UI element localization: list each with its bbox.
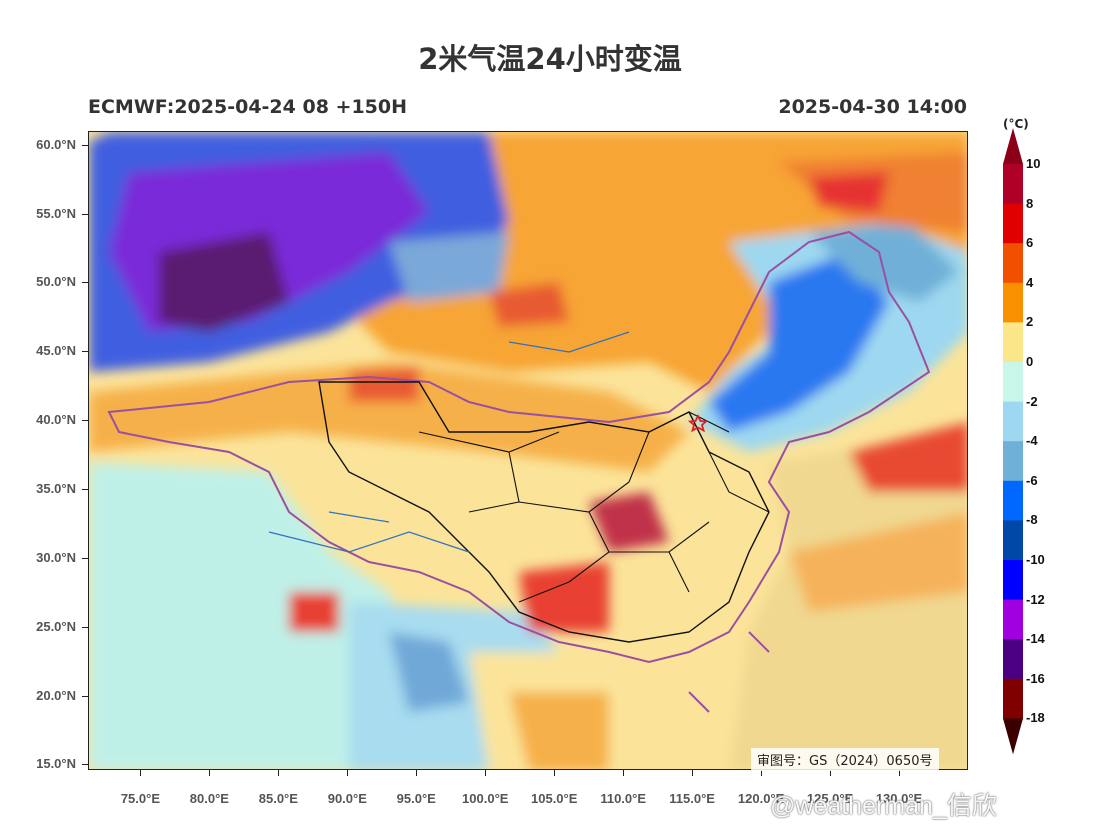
colorbar-unit: (°C) [1003,117,1029,131]
lat-tick-mark [82,557,88,559]
colorbar-segment [1003,282,1023,323]
lon-tick-label: 120.0°E [737,791,785,806]
temperature-field [89,132,967,769]
boundary-lines [107,230,931,713]
lon-tick-label: 110.0°E [600,791,647,806]
colorbar-tick-label: -6 [1026,472,1038,488]
colorbar-tick-label: -8 [1026,512,1038,528]
watermark: @weatherman_信欣 [770,792,997,820]
lat-tick-label: 20.0°N [36,687,76,703]
lon-tick-label: 90.0°E [327,791,367,806]
colorbar-tick-label: 6 [1026,235,1034,251]
colorbar-tick-label: -16 [1026,670,1045,686]
lon-tick-label: 100.0°E [462,791,509,806]
lat-tick-mark [82,282,88,284]
lon-tick-label: 130.0°E [875,791,923,806]
lat-tick-label: 45.0°N [36,343,76,359]
lat-tick-label: 40.0°N [36,412,76,428]
lat-tick-mark [82,213,88,215]
map-title: 2米气温24小时变温 [418,42,682,76]
colorbar-tick-label: 0 [1026,354,1034,369]
lon-tick-mark [485,770,487,776]
lon-tick-label: 80.0°E [189,791,229,806]
lat-tick-mark [82,695,88,697]
valid-time-label: 2025-04-30 14:00 [778,96,967,118]
lon-tick-mark [278,770,280,776]
lon-tick-label: 105.0°E [531,791,578,806]
colorbar-tick-label: -2 [1026,393,1038,409]
colorbar-segment [1003,560,1023,601]
lat-tick-mark [82,764,88,766]
lon-tick-mark [899,770,901,776]
colorbar-tick-label: 4 [1026,274,1034,290]
temperature-change-map [88,131,968,770]
colorbar-tick-label: -4 [1026,433,1038,449]
lat-tick-label: 25.0°N [36,618,76,634]
lat-tick-mark [82,144,88,146]
lat-tick-label: 55.0°N [36,205,76,221]
lon-tick-mark [209,770,211,776]
colorbar-tick-label: -14 [1026,631,1045,647]
colorbar-segment [1003,480,1023,521]
colorbar-segment [1003,599,1023,640]
lat-tick-mark [82,489,88,491]
lat-tick-mark [82,626,88,628]
lon-tick-mark [347,770,349,776]
lon-tick-label: 95.0°E [396,791,436,806]
lat-tick-label: 15.0°N [36,756,76,772]
map-canvas [89,132,967,769]
lon-tick-mark [692,770,694,776]
lon-tick-label: 75.0°E [120,791,160,806]
colorbar-top-arrow [1003,128,1023,164]
colorbar-segment [1003,401,1023,442]
lat-tick-label: 35.0°N [36,481,76,497]
colorbar-bottom-arrow [1003,718,1023,755]
colorbar-segment [1003,639,1023,680]
colorbar-segment [1003,322,1023,363]
lat-tick-label: 50.0°N [36,274,76,290]
map-approval-number: 审图号：GS（2024）0650号 [751,748,939,771]
lon-tick-mark [761,770,763,776]
lon-tick-label: 115.0°E [669,791,715,806]
colorbar-segment [1003,441,1023,482]
colorbar-tick-label: -12 [1026,591,1045,607]
model-run-label: ECMWF:2025-04-24 08 +150H [88,96,408,118]
lon-tick-mark [554,770,556,776]
lat-tick-label: 30.0°N [36,549,76,565]
lat-tick-label: 60.0°N [36,136,76,152]
colorbar-segment [1003,203,1023,244]
colorbar-segment [1003,520,1023,561]
lon-tick-mark [623,770,625,776]
lon-tick-label: 125.0°E [806,791,854,806]
colorbar-tick-label: 2 [1026,314,1034,330]
lon-tick-mark [830,770,832,776]
lat-tick-mark [82,351,88,353]
beijing-marker [687,413,709,433]
colorbar-tick-label: 10 [1026,156,1041,171]
colorbar-segment [1003,678,1023,719]
colorbar-tick-label: 8 [1026,195,1034,211]
lat-tick-mark [82,420,88,422]
colorbar-strip [1003,128,1023,755]
colorbar-segment [1003,243,1023,284]
lon-tick-mark [416,770,418,776]
colorbar-tick-label: -10 [1026,552,1045,567]
lon-tick-mark [140,770,142,776]
colorbar-segment [1003,362,1023,403]
lon-tick-label: 85.0°E [258,791,298,806]
colorbar-tick-label: -18 [1026,710,1045,726]
colorbar-segment [1003,164,1023,205]
